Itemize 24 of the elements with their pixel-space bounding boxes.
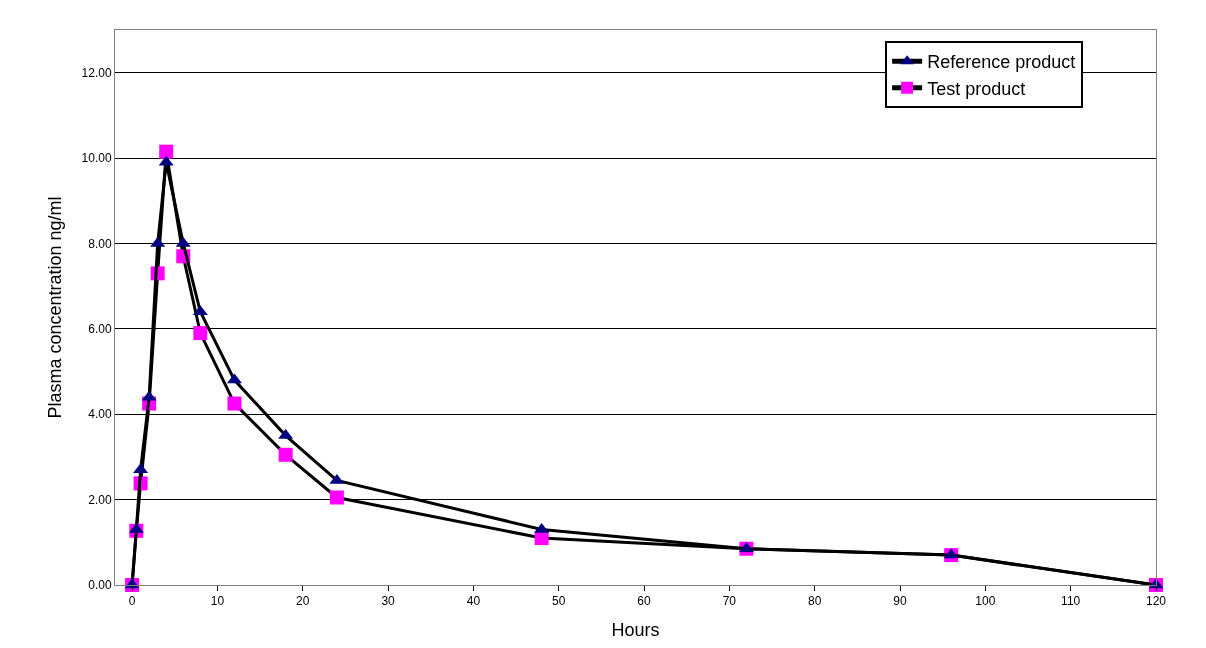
legend-label: Reference product [927,52,1076,73]
x-tick-label: 40 [466,594,481,609]
y-axis-title: Plasma concentration ng/ml [44,196,65,419]
x-tick-label: 60 [637,594,652,609]
x-tick-label: 30 [381,594,396,609]
x-tick-label: 20 [296,594,310,609]
x-tick-label: 90 [893,594,908,609]
y-tick-label: 8.00 [88,236,112,251]
y-tick-label: 10.00 [81,151,112,166]
x-tick-label: 10 [210,594,225,609]
x-tick-label: 80 [808,594,822,609]
y-tick-label: 4.00 [88,407,112,422]
legend-label: Test product [927,78,1026,99]
x-tick-label: 100 [975,594,996,609]
y-tick-label: 12.00 [81,65,112,80]
x-tick-label: 50 [552,594,566,609]
y-tick-label: 0.00 [88,578,112,593]
y-tick-label: 6.00 [88,322,112,337]
x-tick-label: 70 [722,594,737,609]
x-tick-label: 120 [1145,594,1167,609]
x-tick-label: 110 [1061,594,1081,609]
y-tick-label: 2.00 [88,492,112,507]
x-tick-label: 0 [128,594,136,609]
x-axis-title: Hours [611,619,660,640]
